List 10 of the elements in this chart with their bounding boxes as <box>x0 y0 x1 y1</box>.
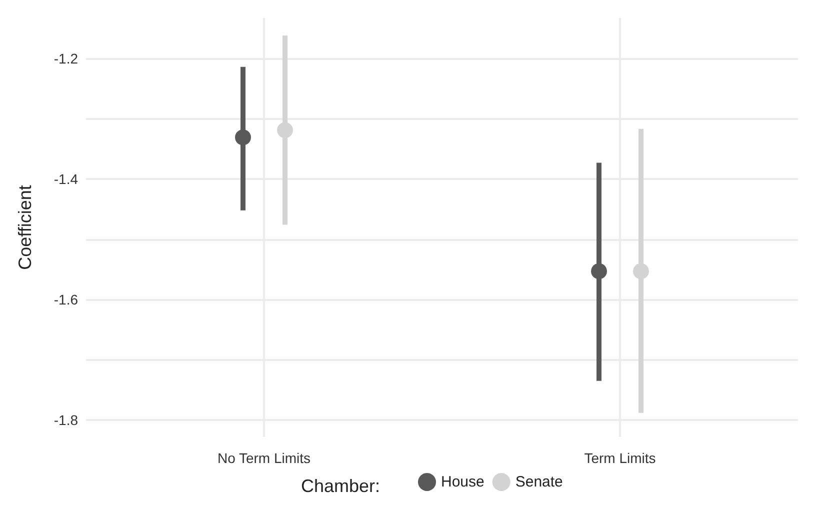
legend-label: Senate <box>515 474 563 490</box>
legend-label: House <box>441 474 484 490</box>
y-tick-label: -1.2 <box>54 50 78 66</box>
y-axis-title: Coefficient <box>15 185 35 270</box>
y-tick-label: -1.4 <box>54 170 78 187</box>
y-tick-label: -1.8 <box>54 412 78 428</box>
y-tick-label: -1.6 <box>54 292 78 308</box>
x-tick-label: Term Limits <box>584 450 656 466</box>
legend-title: Chamber: <box>301 476 380 496</box>
x-tick-label: No Term Limits <box>217 450 311 466</box>
